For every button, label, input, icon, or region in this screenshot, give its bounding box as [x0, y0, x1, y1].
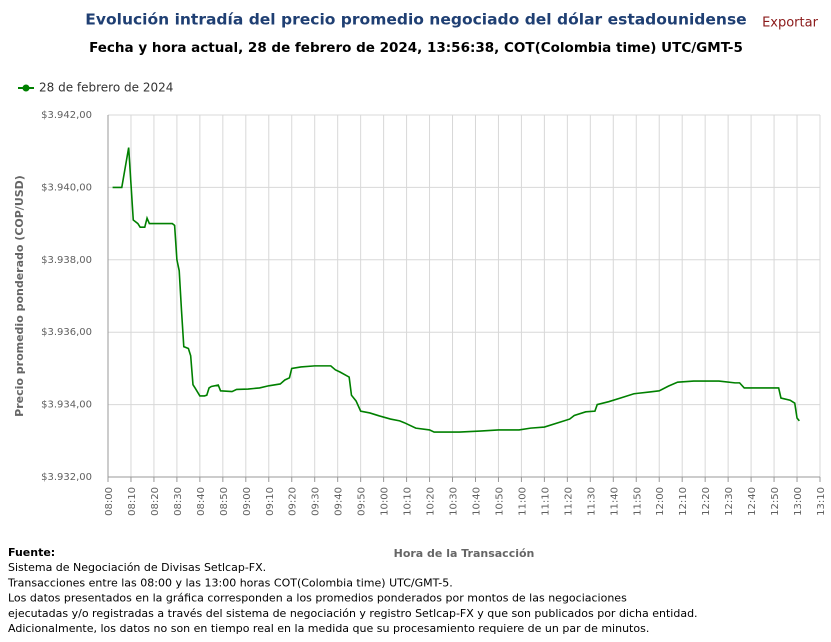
x-tick-label: 11:30 [586, 487, 597, 516]
footer-line: Adicionalmente, los datos no son en tiem… [8, 622, 649, 635]
x-tick-label: 11:40 [609, 487, 620, 516]
y-tick-label: $3.932,00 [41, 472, 92, 483]
x-tick-label: 09:30 [311, 487, 322, 516]
y-tick-label: $3.936,00 [41, 327, 92, 338]
x-tick-label: 11:00 [517, 487, 528, 516]
footer-line: Sistema de Negociación de Divisas Setlca… [8, 561, 266, 574]
y-tick-label: $3.938,00 [41, 255, 92, 266]
export-button[interactable]: Exportar [762, 16, 819, 31]
x-tick-label: 08:50 [219, 487, 230, 516]
y-tick-label: $3.940,00 [41, 182, 92, 193]
x-tick-label: 10:10 [403, 487, 414, 516]
y-tick-label: $3.942,00 [41, 110, 92, 121]
x-tick-label: 10:30 [449, 487, 460, 516]
y-tick-label: $3.934,00 [41, 400, 92, 411]
x-tick-label: 08:30 [173, 487, 184, 516]
x-tick-label: 09:40 [334, 487, 345, 516]
x-tick-label: 10:40 [471, 487, 482, 516]
x-tick-label: 11:10 [540, 487, 551, 516]
x-tick-label: 13:00 [793, 487, 804, 516]
x-tick-label: 08:40 [196, 487, 207, 516]
x-tick-label: 12:00 [655, 487, 666, 516]
x-tick-label: 08:20 [150, 487, 161, 516]
x-tick-label: 12:30 [724, 487, 735, 516]
legend-label[interactable]: 28 de febrero de 2024 [39, 81, 173, 95]
x-tick-label: 12:20 [701, 487, 712, 516]
legend-marker [22, 84, 30, 92]
x-tick-label: 09:10 [265, 487, 276, 516]
footer-heading: Fuente: [8, 546, 55, 559]
x-tick-label: 10:50 [494, 487, 505, 516]
x-tick-label: 08:00 [104, 487, 115, 516]
data-line [112, 147, 800, 433]
footer-line: ejecutadas y/o registradas a través del … [8, 607, 698, 620]
x-tick-label: 12:10 [678, 487, 689, 516]
footer: Sistema de Negociación de Divisas Setlca… [7, 561, 698, 635]
x-tick-label: 10:20 [426, 487, 437, 516]
x-tick-label: 13:10 [816, 487, 827, 516]
x-axis-title: Hora de la Transacción [394, 547, 535, 560]
x-tick-label: 10:00 [380, 487, 391, 516]
x-tick-label: 11:50 [632, 487, 643, 516]
footer-line: Los datos presentados en la gráfica corr… [8, 592, 627, 605]
x-tick-label: 09:20 [288, 487, 299, 516]
x-tick-label: 09:50 [357, 487, 368, 516]
x-tick-label: 09:00 [242, 487, 253, 516]
y-axis-title: Precio promedio ponderado (COP/USD) [13, 175, 26, 417]
footer-line: Transacciones entre las 08:00 y las 13:0… [7, 576, 453, 589]
x-tick-label: 12:50 [770, 487, 781, 516]
chart-title: Evolución intradía del precio promedio n… [85, 11, 746, 29]
x-tick-label: 11:20 [563, 487, 574, 516]
x-tick-label: 08:10 [127, 487, 138, 516]
x-tick-label: 12:40 [747, 487, 758, 516]
chart-subtitle: Fecha y hora actual, 28 de febrero de 20… [89, 40, 743, 56]
